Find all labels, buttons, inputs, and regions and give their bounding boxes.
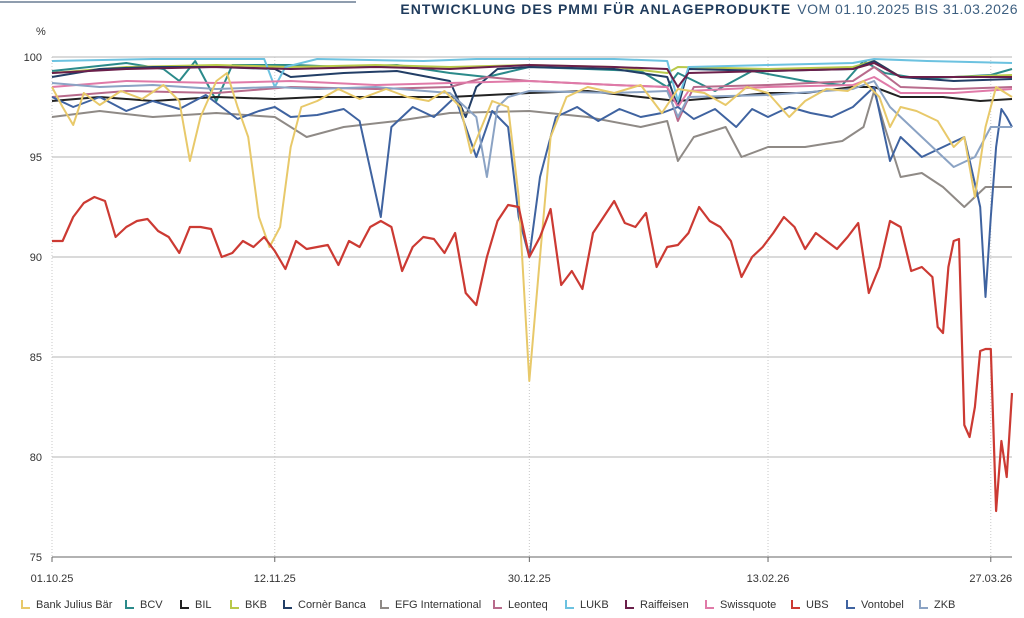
y-tick-label: 95 xyxy=(30,152,42,164)
legend-label-corner-banca: Cornèr Banca xyxy=(298,599,367,611)
series-line-swissquote xyxy=(51,76,1013,108)
legend-swatch-lukb xyxy=(565,600,574,609)
series-line-bil xyxy=(51,86,1013,102)
legend-label-bcv: BCV xyxy=(140,599,163,611)
legend-label-efg-international: EFG International xyxy=(395,599,481,611)
x-tick-label: 30.12.25 xyxy=(508,573,551,585)
legend-swatch-bkb xyxy=(230,600,239,609)
legend-swatch-ubs xyxy=(791,600,800,609)
legend-swatch-bank-julius-bar xyxy=(21,600,30,609)
legend-label-lukb: LUKB xyxy=(580,599,609,611)
series-line-vontobel xyxy=(51,86,1013,298)
legend-label-vontobel: Vontobel xyxy=(861,599,904,611)
series-line-bank-julius-bar xyxy=(51,72,1013,382)
chart-title-sub: VOM 01.10.2025 BIS 31.03.2026 xyxy=(797,1,1018,17)
legend-label-swissquote: Swissquote xyxy=(720,599,776,611)
y-axis-unit: % xyxy=(36,26,46,38)
legend-swatch-raiffeisen xyxy=(625,600,634,609)
series-line-ubs xyxy=(52,195,1014,513)
legend-swatch-zkb xyxy=(919,600,928,609)
y-tick-label: 85 xyxy=(30,352,42,364)
legend-swatch-bil xyxy=(180,600,189,609)
x-tick-label: 12.11.25 xyxy=(254,573,296,585)
x-tick-label: 27.03.26 xyxy=(969,573,1012,585)
series-line-raiffeisen xyxy=(51,62,1012,88)
title-background xyxy=(356,0,1024,20)
x-tick-label: 13.02.26 xyxy=(747,573,790,585)
legend-label-bank-julius-bar: Bank Julius Bär xyxy=(36,599,113,611)
axes: 75 80 85 90 95 100 01.10.25 12.11.25 30.12.25 13.… xyxy=(24,52,1013,585)
chart-title-main: ENTWICKLUNG DES PMMI FÜR ANLAGEPRODUKTE xyxy=(400,1,791,17)
y-tick-label: 100 xyxy=(24,52,42,64)
legend-swatch-corner-banca xyxy=(283,600,292,609)
legend-label-bil: BIL xyxy=(195,599,212,611)
x-tick-label: 01.10.25 xyxy=(31,573,74,585)
chart-title: ENTWICKLUNG DES PMMI FÜR ANLAGEPRODUKTE V… xyxy=(400,1,1018,17)
legend-swatch-leonteq xyxy=(493,600,502,609)
legend-swatch-swissquote xyxy=(705,600,714,609)
legend-label-bkb: BKB xyxy=(245,599,267,611)
series-line-lukb xyxy=(51,58,1013,102)
legend-label-raiffeisen: Raiffeisen xyxy=(640,599,689,611)
legend-swatch-vontobel xyxy=(846,600,855,609)
legend: Bank Julius Bär BCV BIL BKB Cornèr Banca EFG … xyxy=(21,599,955,611)
y-tick-label: 80 xyxy=(30,452,42,464)
series-line-efg-international xyxy=(51,90,1012,208)
legend-label-ubs: UBS xyxy=(806,599,829,611)
y-tick-label: 90 xyxy=(30,252,42,264)
series-lines xyxy=(51,58,1014,513)
legend-label-zkb: ZKB xyxy=(934,599,955,611)
legend-label-leonteq: Leonteq xyxy=(508,599,548,611)
legend-swatch-bcv xyxy=(125,600,134,609)
y-tick-label: 75 xyxy=(30,552,42,564)
legend-swatch-efg-international xyxy=(380,600,389,609)
series-line-zkb xyxy=(51,80,1012,178)
